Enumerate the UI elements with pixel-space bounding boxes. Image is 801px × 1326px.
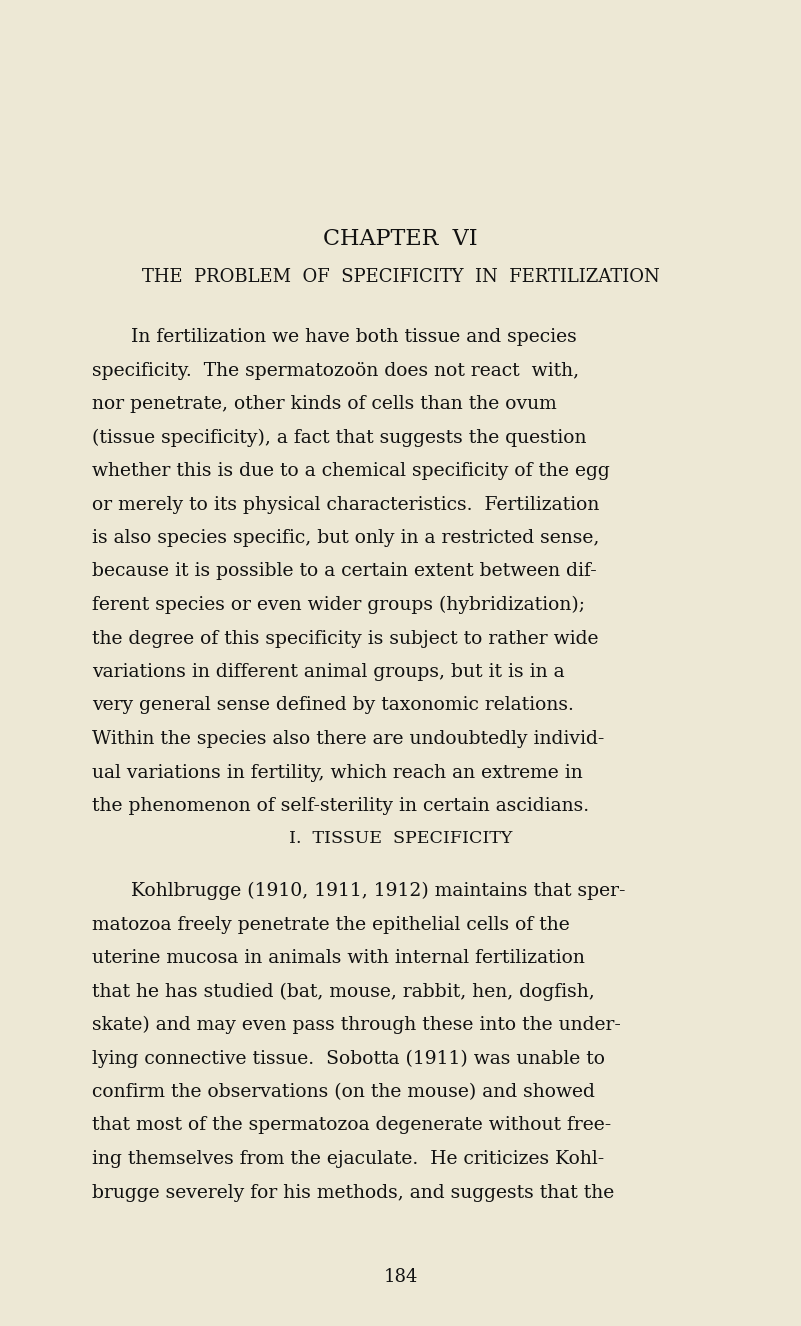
Text: skate) and may even pass through these into the under-: skate) and may even pass through these i…: [92, 1016, 621, 1034]
Text: nor penetrate, other kinds of cells than the ovum: nor penetrate, other kinds of cells than…: [92, 395, 557, 412]
Text: ferent species or even wider groups (hybridization);: ferent species or even wider groups (hyb…: [92, 595, 585, 614]
Text: (tissue specificity), a fact that suggests the question: (tissue specificity), a fact that sugges…: [92, 428, 586, 447]
Text: uterine mucosa in animals with internal fertilization: uterine mucosa in animals with internal …: [92, 949, 585, 967]
Text: the degree of this specificity is subject to rather wide: the degree of this specificity is subjec…: [92, 630, 598, 647]
Text: 184: 184: [384, 1268, 417, 1286]
Text: that most of the spermatozoa degenerate without free-: that most of the spermatozoa degenerate …: [92, 1116, 611, 1135]
Text: lying connective tissue.  Sobotta (1911) was unable to: lying connective tissue. Sobotta (1911) …: [92, 1049, 605, 1067]
Text: specificity.  The spermatozoön does not react  with,: specificity. The spermatozoön does not r…: [92, 362, 579, 379]
Text: THE  PROBLEM  OF  SPECIFICITY  IN  FERTILIZATION: THE PROBLEM OF SPECIFICITY IN FERTILIZAT…: [142, 268, 659, 286]
Text: that he has studied (bat, mouse, rabbit, hen, dogfish,: that he has studied (bat, mouse, rabbit,…: [92, 983, 595, 1001]
Text: Kohlbrugge (1910, 1911, 1912) maintains that sper-: Kohlbrugge (1910, 1911, 1912) maintains …: [131, 882, 625, 900]
Text: In fertilization we have both tissue and species: In fertilization we have both tissue and…: [131, 328, 576, 346]
Text: I.  TISSUE  SPECIFICITY: I. TISSUE SPECIFICITY: [289, 830, 512, 847]
Text: ual variations in fertility, which reach an extreme in: ual variations in fertility, which reach…: [92, 764, 583, 781]
Text: Within the species also there are undoubtedly individ-: Within the species also there are undoub…: [92, 731, 605, 748]
Text: because it is possible to a certain extent between dif-: because it is possible to a certain exte…: [92, 562, 597, 581]
Text: ing themselves from the ejaculate.  He criticizes Kohl-: ing themselves from the ejaculate. He cr…: [92, 1150, 605, 1168]
Text: is also species specific, but only in a restricted sense,: is also species specific, but only in a …: [92, 529, 599, 548]
Text: whether this is due to a chemical specificity of the egg: whether this is due to a chemical specif…: [92, 461, 610, 480]
Text: CHAPTER  VI: CHAPTER VI: [323, 228, 478, 251]
Text: variations in different animal groups, but it is in a: variations in different animal groups, b…: [92, 663, 565, 682]
Text: or merely to its physical characteristics.  Fertilization: or merely to its physical characteristic…: [92, 496, 599, 513]
Text: very general sense defined by taxonomic relations.: very general sense defined by taxonomic …: [92, 696, 574, 715]
Text: matozoa freely penetrate the epithelial cells of the: matozoa freely penetrate the epithelial …: [92, 915, 570, 934]
Text: confirm the observations (on the mouse) and showed: confirm the observations (on the mouse) …: [92, 1083, 595, 1101]
Text: the phenomenon of self-sterility in certain ascidians.: the phenomenon of self-sterility in cert…: [92, 797, 590, 815]
Text: brugge severely for his methods, and suggests that the: brugge severely for his methods, and sug…: [92, 1184, 614, 1201]
